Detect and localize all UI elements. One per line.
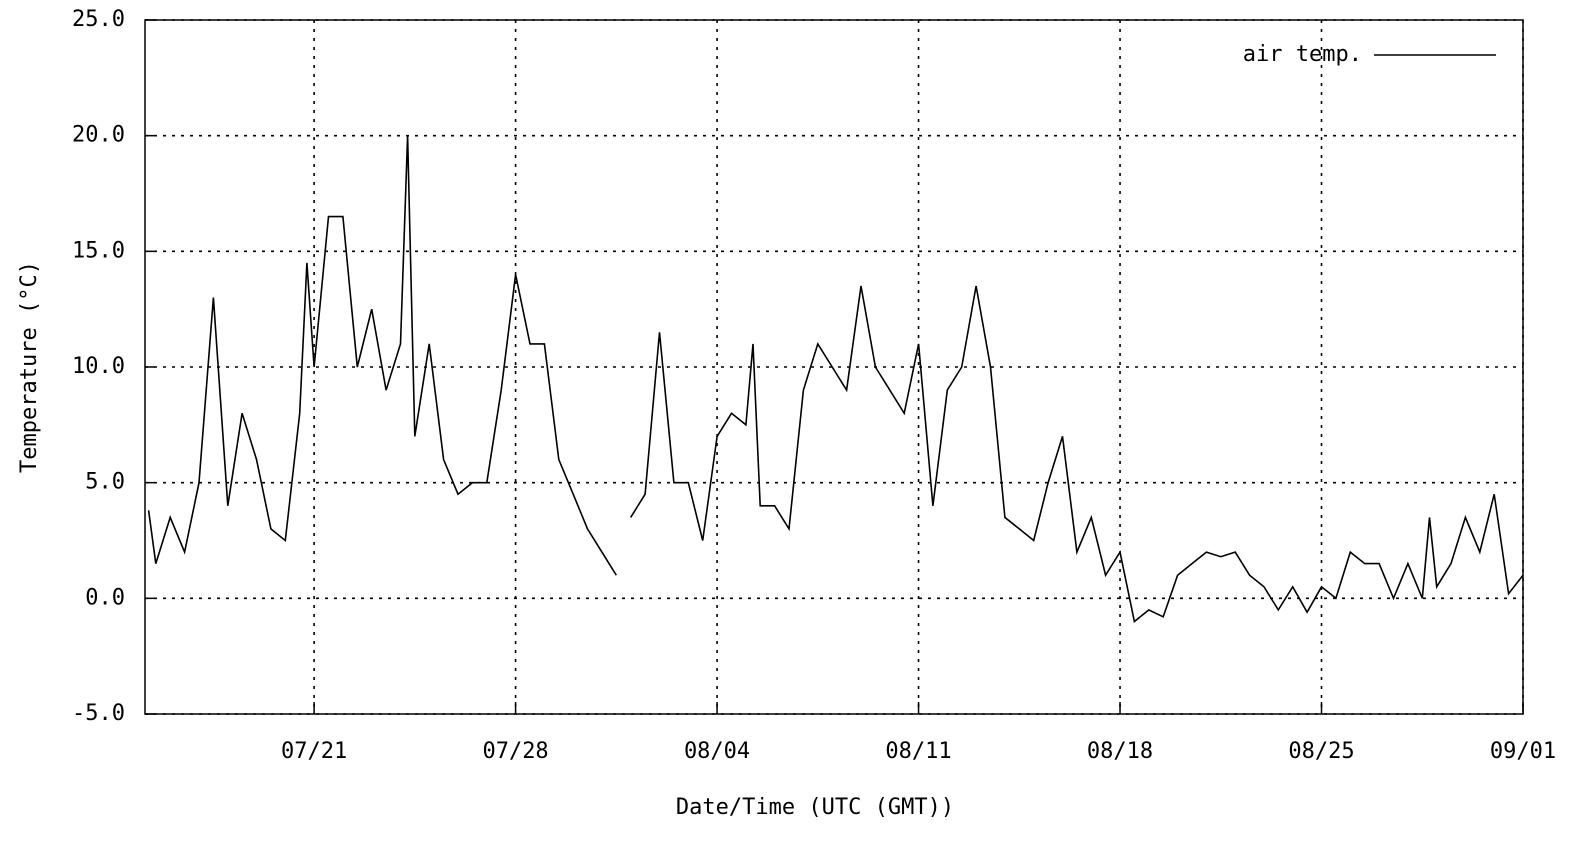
x-tick-label: 07/21 bbox=[281, 739, 347, 764]
x-axis-label: Date/Time (UTC (GMT)) bbox=[676, 795, 954, 820]
x-tick-label: 08/18 bbox=[1087, 739, 1153, 764]
x-tick-label: 09/01 bbox=[1490, 739, 1556, 764]
x-tick-label: 08/25 bbox=[1288, 739, 1354, 764]
y-tick-label: 5.0 bbox=[85, 470, 125, 495]
legend-label: air temp. bbox=[1243, 42, 1362, 67]
y-tick-label: 25.0 bbox=[72, 7, 125, 32]
x-tick-label: 08/04 bbox=[684, 739, 750, 764]
y-tick-label: 10.0 bbox=[72, 354, 125, 379]
y-tick-label: -5.0 bbox=[72, 701, 125, 726]
x-tick-label: 07/28 bbox=[482, 739, 548, 764]
y-tick-label: 15.0 bbox=[72, 238, 125, 263]
x-tick-label: 08/11 bbox=[885, 739, 951, 764]
data-line bbox=[147, 135, 1524, 623]
y-tick-label: 20.0 bbox=[72, 123, 125, 148]
y-axis-label: Temperature (°C) bbox=[17, 261, 42, 473]
y-tick-label: 0.0 bbox=[85, 585, 125, 610]
